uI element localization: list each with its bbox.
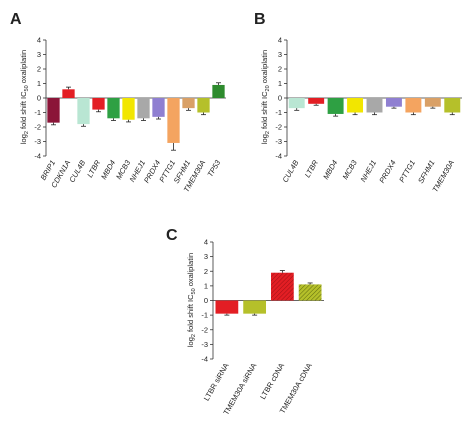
panel-a-bar-mcb3	[122, 98, 135, 120]
panel-b-y-tick-label: 4	[278, 36, 282, 45]
panel-a-category-label: TP53	[205, 158, 222, 179]
panel-a-y-tick-label: 3	[37, 50, 41, 59]
panel-c-y-tick-label: -3	[201, 340, 208, 349]
panel-a-y-tick-label: 0	[37, 94, 41, 103]
panel-c-ylabel: log2 fold shift IC50 oxaliplatin	[186, 253, 197, 347]
panel-b-category-label: CUL4B	[281, 159, 301, 184]
panel-a: A log2 fold shift IC50 oxaliplatin 4 3 2 1 0…	[10, 11, 226, 194]
panel-b-category-labels: CUL4B LTBR MBD4 MCB3 NHEJ1 PRDX4 PTTG1SFHM1TME…	[281, 158, 456, 194]
panel-c-bar-ltbr-cdna	[270, 272, 294, 301]
panel-a-bar-pttg1	[167, 98, 180, 143]
panel-c-category-label: LTBR siRNA	[202, 362, 231, 403]
panel-a-bar-tmem30a	[197, 98, 210, 113]
panel-b-bar-mbd4	[327, 98, 344, 114]
panel-b-category-label: MCB3	[341, 158, 360, 181]
panel-b-bar-nhej1	[366, 98, 383, 113]
panel-b: B log2 fold shift IC20 oxaliplatin 4 3 2 1 0…	[254, 11, 462, 194]
panel-a-bars	[47, 82, 225, 151]
panel-a-category-labels: BRIP1CDKN1ACUL4BLTBRMBD4MCB3NHEJ1PRDX4PT…	[39, 158, 223, 194]
panel-a-y-axis: 4 3 2 1 0 -1 -2 -3 -4	[34, 36, 226, 161]
panel-a-y-tick-label: 4	[37, 36, 41, 45]
panel-b-bar-ltbr	[308, 98, 325, 104]
panel-b-y-tick-label: -4	[275, 152, 282, 161]
panel-a-bar-sfhm1	[182, 98, 195, 109]
panel-c-bar-tmem30a-cdna	[298, 284, 322, 301]
panel-c-y-tick-label: 2	[204, 267, 208, 276]
panel-a-y-tick-label: -3	[34, 137, 41, 146]
panel-b-bar-pttg1	[405, 98, 422, 113]
panel-a-bar-nhej1	[137, 98, 150, 119]
panel-b-bar-mcb3	[347, 98, 364, 113]
panel-a-y-tick-label: -1	[34, 108, 41, 117]
panel-b-y-tick-label: -1	[275, 108, 282, 117]
panel-b-letter: B	[254, 11, 266, 28]
panel-c-bars	[215, 270, 322, 316]
panel-a-bar-cul4b	[77, 98, 90, 125]
panel-b-category-label: PTTG1	[397, 159, 417, 184]
panel-b-bar-cul4b	[288, 98, 305, 109]
panel-a-bar-mbd4	[107, 98, 120, 119]
panel-c-y-tick-label: 1	[204, 281, 208, 290]
panel-a-bar-cdkn1a	[62, 89, 75, 98]
panel-a-letter: A	[10, 11, 22, 28]
panel-a-y-tick-label: -4	[34, 152, 41, 161]
panel-a-ylabel: log2 fold shift IC50 oxaliplatin	[19, 50, 30, 144]
panel-c-y-tick-label: 4	[204, 238, 208, 247]
panel-c-letter: C	[166, 227, 178, 244]
panel-b-y-tick-label: -3	[275, 137, 282, 146]
panel-b-category-label: NHEJ1	[359, 159, 379, 184]
panel-c-bar-tmem30a-sirna	[243, 300, 267, 314]
panel-b-category-label: PRDX4	[377, 159, 397, 185]
panel-c-y-tick-label: -2	[201, 325, 208, 334]
panel-c-bar-ltbr-sirna	[215, 300, 239, 314]
panel-a-y-tick-label: 1	[37, 79, 41, 88]
panel-a-y-tick-label: -2	[34, 123, 41, 132]
panel-b-y-tick-label: -2	[275, 123, 282, 132]
panel-b-y-tick-label: 2	[278, 65, 282, 74]
panel-a-bar-brip1	[47, 98, 60, 123]
panel-b-category-label: LTBR	[303, 158, 320, 179]
panel-c: C log2 fold shift IC50 oxaliplatin 4 3 2 1 0…	[166, 227, 324, 417]
panel-b-y-tick-label: 0	[278, 94, 282, 103]
panel-a-y-tick-label: 2	[37, 65, 41, 74]
panel-b-bar-sfhm1	[424, 98, 441, 107]
panel-b-bars	[288, 98, 461, 117]
panel-a-bar-prdx4	[152, 98, 165, 117]
panel-b-ylabel: log2 fold shift IC20 oxaliplatin	[260, 50, 271, 144]
panel-b-category-label: SFHM1	[416, 159, 437, 186]
panel-b-bar-tmem30a	[444, 98, 461, 113]
panel-b-category-label: MBD4	[321, 159, 339, 182]
panel-c-y-tick-label: 0	[204, 296, 208, 305]
panel-a-bar-ltbr	[92, 98, 105, 110]
panel-c-category-label: LTBR cDNA	[258, 362, 286, 401]
panel-c-y-tick-label: -4	[201, 355, 208, 364]
panel-b-bar-prdx4	[385, 98, 402, 107]
panel-c-y-tick-label: -1	[201, 311, 208, 320]
panel-a-bar-tp53	[212, 84, 225, 98]
panel-b-y-tick-label: 1	[278, 79, 282, 88]
panel-c-y-tick-label: 3	[204, 252, 208, 261]
panel-b-y-tick-label: 3	[278, 50, 282, 59]
